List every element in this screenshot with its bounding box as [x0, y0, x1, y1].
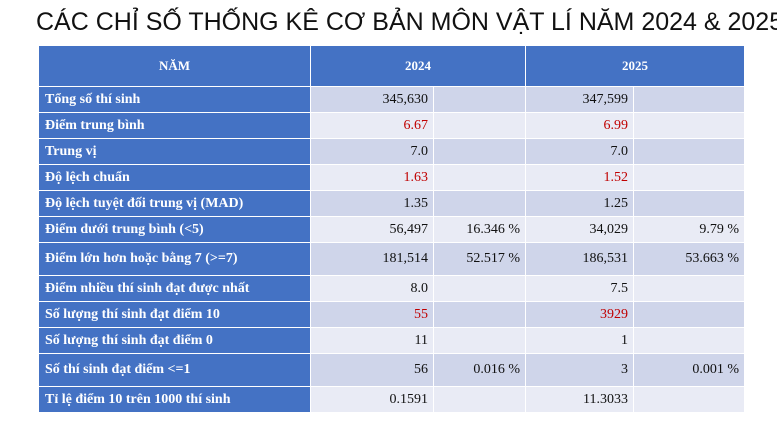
percent-2025 — [633, 190, 745, 217]
value-2025: 3929 — [525, 301, 634, 328]
value-2024: 1.63 — [310, 164, 434, 191]
row-label: Số lượng thí sinh đạt điểm 0 — [38, 327, 311, 354]
percent-2024 — [433, 86, 526, 113]
percent-2024: 16.346 % — [433, 216, 526, 243]
percent-2025: 53.663 % — [633, 242, 745, 276]
table-row: Điểm lớn hơn hoặc bằng 7 (>=7) 181,514 5… — [38, 242, 745, 276]
value-2025: 347,599 — [525, 86, 634, 113]
percent-2025 — [633, 86, 745, 113]
row-label: Độ lệch chuẩn — [38, 164, 311, 191]
stats-table: NĂM 2024 2025 Tổng số thí sinh 345,630 3… — [38, 45, 745, 413]
row-label: Điểm lớn hơn hoặc bằng 7 (>=7) — [38, 242, 311, 276]
percent-2025: 9.79 % — [633, 216, 745, 243]
table-row: Điểm trung bình 6.67 6.99 — [38, 112, 745, 139]
row-label: Điểm dưới trung bình (<5) — [38, 216, 311, 243]
value-2025: 34,029 — [525, 216, 634, 243]
row-label: Điểm nhiều thí sinh đạt được nhất — [38, 275, 311, 302]
value-2025: 3 — [525, 353, 634, 387]
table-row: Độ lệch tuyệt đối trung vị (MAD) 1.35 1.… — [38, 190, 745, 217]
table-row: Số thí sinh đạt điểm <=1 56 0.016 % 3 0.… — [38, 353, 745, 387]
table-row: Trung vị 7.0 7.0 — [38, 138, 745, 165]
percent-2024 — [433, 112, 526, 139]
value-2025: 1 — [525, 327, 634, 354]
percent-2024: 52.517 % — [433, 242, 526, 276]
percent-2025 — [633, 275, 745, 302]
value-2025: 7.5 — [525, 275, 634, 302]
value-2025: 6.99 — [525, 112, 634, 139]
value-2024: 56 — [310, 353, 434, 387]
percent-2024 — [433, 386, 526, 413]
value-2024: 55 — [310, 301, 434, 328]
table-row: Điểm nhiều thí sinh đạt được nhất 8.0 7.… — [38, 275, 745, 302]
table-header-row: NĂM 2024 2025 — [38, 45, 745, 87]
percent-2025 — [633, 327, 745, 354]
header-year-label: NĂM — [38, 45, 311, 87]
percent-2025 — [633, 301, 745, 328]
percent-2024 — [433, 275, 526, 302]
page-title: CÁC CHỈ SỐ THỐNG KÊ CƠ BẢN MÔN VẬT LÍ NĂ… — [36, 8, 777, 36]
row-label: Điểm trung bình — [38, 112, 311, 139]
percent-2024: 0.016 % — [433, 353, 526, 387]
value-2025: 11.3033 — [525, 386, 634, 413]
value-2024: 181,514 — [310, 242, 434, 276]
value-2025: 186,531 — [525, 242, 634, 276]
table-row: Số lượng thí sinh đạt điểm 0 11 1 — [38, 327, 745, 354]
row-label: Trung vị — [38, 138, 311, 165]
value-2024: 1.35 — [310, 190, 434, 217]
value-2025: 1.52 — [525, 164, 634, 191]
table-row: Tỉ lệ điểm 10 trên 1000 thí sinh 0.1591 … — [38, 386, 745, 413]
value-2024: 7.0 — [310, 138, 434, 165]
value-2025: 7.0 — [525, 138, 634, 165]
percent-2025 — [633, 164, 745, 191]
table-row: Điểm dưới trung bình (<5) 56,497 16.346 … — [38, 216, 745, 243]
value-2024: 56,497 — [310, 216, 434, 243]
table-row: Độ lệch chuẩn 1.63 1.52 — [38, 164, 745, 191]
percent-2024 — [433, 190, 526, 217]
row-label: Tổng số thí sinh — [38, 86, 311, 113]
table-row: Tổng số thí sinh 345,630 347,599 — [38, 86, 745, 113]
percent-2025 — [633, 112, 745, 139]
row-label: Độ lệch tuyệt đối trung vị (MAD) — [38, 190, 311, 217]
percent-2025 — [633, 138, 745, 165]
table-row: Số lượng thí sinh đạt điểm 10 55 3929 — [38, 301, 745, 328]
row-label: Tỉ lệ điểm 10 trên 1000 thí sinh — [38, 386, 311, 413]
header-year-2024: 2024 — [310, 45, 526, 87]
percent-2025: 0.001 % — [633, 353, 745, 387]
percent-2024 — [433, 327, 526, 354]
value-2024: 345,630 — [310, 86, 434, 113]
value-2024: 0.1591 — [310, 386, 434, 413]
value-2024: 11 — [310, 327, 434, 354]
value-2025: 1.25 — [525, 190, 634, 217]
row-label: Số lượng thí sinh đạt điểm 10 — [38, 301, 311, 328]
percent-2025 — [633, 386, 745, 413]
value-2024: 6.67 — [310, 112, 434, 139]
percent-2024 — [433, 301, 526, 328]
value-2024: 8.0 — [310, 275, 434, 302]
percent-2024 — [433, 164, 526, 191]
row-label: Số thí sinh đạt điểm <=1 — [38, 353, 311, 387]
header-year-2025: 2025 — [525, 45, 745, 87]
percent-2024 — [433, 138, 526, 165]
